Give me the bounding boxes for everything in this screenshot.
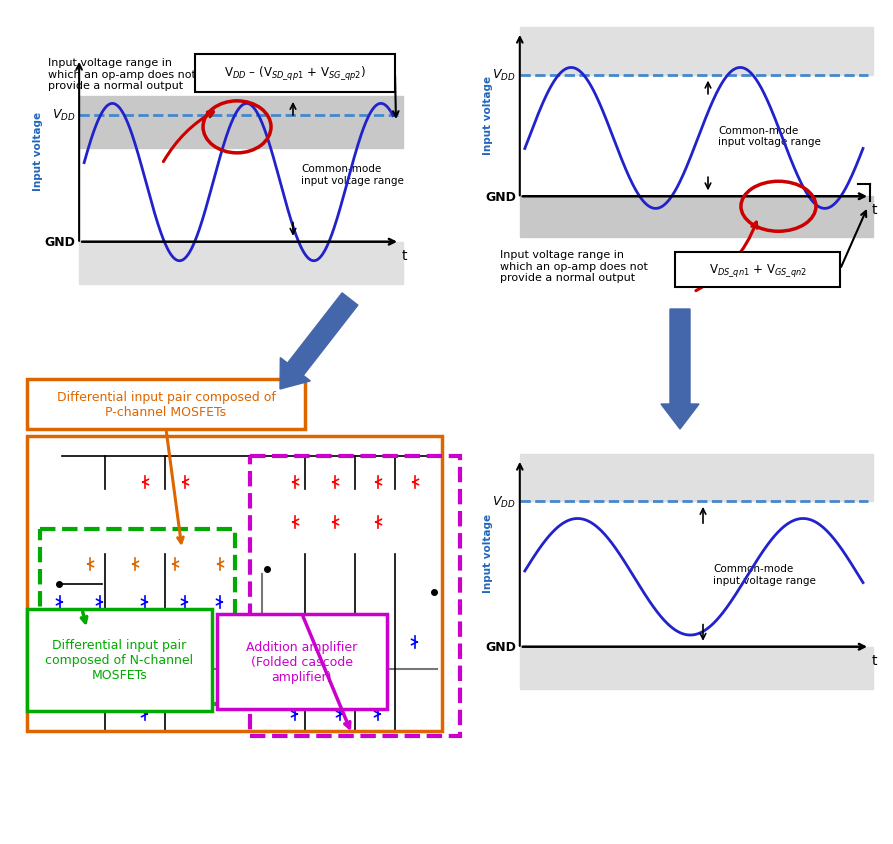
Text: Input voltage range in
which an op-amp does not
provide a normal output: Input voltage range in which an op-amp d… bbox=[500, 250, 648, 283]
Text: Common-mode
input voltage range: Common-mode input voltage range bbox=[301, 164, 404, 186]
Text: Differential input pair
composed of N-channel
MOSFETs: Differential input pair composed of N-ch… bbox=[46, 639, 194, 682]
Text: Input voltage: Input voltage bbox=[483, 75, 493, 154]
Text: V$_{DS\_qn1}$ + V$_{GS\_qn2}$: V$_{DS\_qn1}$ + V$_{GS\_qn2}$ bbox=[708, 262, 806, 279]
Bar bbox=[40, 529, 235, 704]
Text: Addition amplifier
(Folded cascode
amplifier): Addition amplifier (Folded cascode ampli… bbox=[246, 641, 357, 683]
Text: $V_{DD}$: $V_{DD}$ bbox=[52, 108, 75, 123]
Text: Input voltage: Input voltage bbox=[33, 111, 43, 191]
Bar bbox=[520, 28, 873, 76]
Text: Differential input pair composed of
P-channel MOSFETs: Differential input pair composed of P-ch… bbox=[56, 391, 275, 419]
Bar bbox=[27, 609, 212, 711]
Bar bbox=[27, 436, 442, 731]
Text: V$_{DD}$ – (V$_{SD\_qp1}$ + V$_{SG\_qp2}$): V$_{DD}$ – (V$_{SD\_qp1}$ + V$_{SG\_qp2}… bbox=[224, 65, 366, 83]
Bar bbox=[250, 457, 460, 736]
Bar bbox=[520, 197, 873, 238]
Bar bbox=[79, 242, 403, 284]
Bar bbox=[79, 97, 403, 149]
Text: Common-mode
input voltage range: Common-mode input voltage range bbox=[713, 564, 816, 585]
Bar bbox=[27, 380, 305, 430]
Bar bbox=[520, 647, 873, 690]
FancyArrow shape bbox=[280, 294, 358, 390]
Text: $V_{DD}$: $V_{DD}$ bbox=[492, 68, 516, 84]
Text: $V_{DD}$: $V_{DD}$ bbox=[492, 494, 516, 509]
Text: t: t bbox=[872, 653, 877, 667]
Text: GND: GND bbox=[45, 236, 75, 249]
Text: Input voltage: Input voltage bbox=[483, 514, 493, 592]
Text: t: t bbox=[872, 203, 877, 217]
Text: Common-mode
input voltage range: Common-mode input voltage range bbox=[718, 126, 821, 147]
Text: Input voltage range in
which an op-amp does not
provide a normal output: Input voltage range in which an op-amp d… bbox=[48, 58, 196, 91]
Text: GND: GND bbox=[485, 641, 516, 653]
Bar bbox=[217, 614, 387, 709]
Text: GND: GND bbox=[485, 191, 516, 203]
Bar bbox=[675, 252, 840, 288]
Bar bbox=[520, 454, 873, 501]
Text: t: t bbox=[401, 248, 406, 262]
Bar bbox=[195, 55, 395, 93]
FancyArrow shape bbox=[661, 310, 699, 430]
